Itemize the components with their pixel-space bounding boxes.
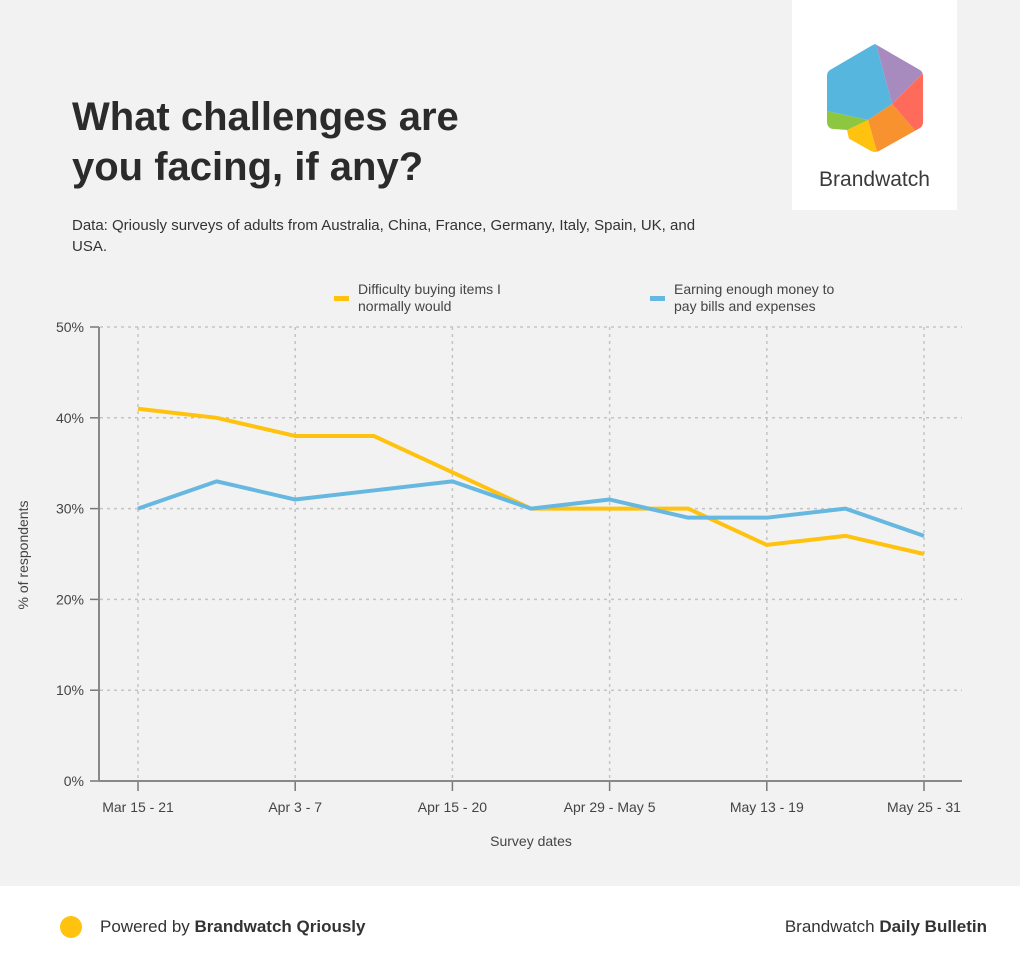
x-axis-labels: Mar 15 - 21 Apr 3 - 7 Apr 15 - 20 Apr 29 - … <box>102 799 961 815</box>
y-tick-label: 0% <box>64 773 84 789</box>
x-axis-title: Survey dates <box>490 833 572 849</box>
subtitle: Data: Qriously surveys of adults from Au… <box>72 217 696 255</box>
legend-label: normally would <box>358 298 451 314</box>
powered-by-prefix: Powered by <box>100 917 195 936</box>
daily-bulletin: Brandwatch Daily Bulletin <box>785 917 987 937</box>
x-tick-label: May 13 - 19 <box>730 799 804 815</box>
legend-label: Difficulty buying items I <box>358 281 501 297</box>
x-tick-label: Apr 3 - 7 <box>268 799 322 815</box>
grid <box>100 326 962 781</box>
x-tick-label: May 25 - 31 <box>887 799 961 815</box>
y-tick-label: 10% <box>56 682 84 698</box>
title-line-2: you facing, if any? <box>72 145 424 189</box>
title-line-1: What challenges are <box>72 95 459 139</box>
series-line <box>137 406 925 556</box>
footer: Powered by Brandwatch Qriously Brandwatc… <box>0 886 1020 963</box>
powered-by-brand: Brandwatch Qriously <box>194 917 366 936</box>
series-lines <box>137 406 925 556</box>
legend-label: pay bills and expenses <box>674 298 816 314</box>
y-tick-label: 30% <box>56 501 84 517</box>
footer-dot-icon <box>60 916 82 938</box>
powered-by: Powered by Brandwatch Qriously <box>100 917 365 937</box>
y-tick-label: 20% <box>56 591 84 607</box>
y-axis-labels: 0% 10% 20% 30% 40% 50% <box>56 319 84 789</box>
hexagon-logo-icon <box>827 44 923 152</box>
logo-segment <box>868 104 918 152</box>
series-line <box>137 479 925 538</box>
y-tick-label: 40% <box>56 410 84 426</box>
page-title: What challenges are you facing, if any? <box>72 92 592 192</box>
brandwatch-logo: Brandwatch <box>792 0 957 210</box>
legend-swatch <box>650 296 665 301</box>
axes <box>90 326 962 791</box>
legend-swatch <box>334 296 349 301</box>
y-axis-title: % of respondents <box>15 501 31 610</box>
bulletin-name: Daily Bulletin <box>879 917 987 936</box>
x-tick-label: Apr 15 - 20 <box>418 799 487 815</box>
logo-segment <box>827 110 868 130</box>
y-tick-label: 50% <box>56 319 84 335</box>
legend-label: Earning enough money to <box>674 281 835 297</box>
bulletin-prefix: Brandwatch <box>784 917 880 936</box>
logo-segment <box>892 64 923 140</box>
logo-text: Brandwatch <box>819 168 930 191</box>
x-tick-label: Apr 29 - May 5 <box>564 799 656 815</box>
x-tick-label: Mar 15 - 21 <box>102 799 174 815</box>
line-chart: 0% 10% 20% 30% 40% 50% Mar 15 - 21 Apr 3 - 7 Ap… <box>15 281 962 849</box>
